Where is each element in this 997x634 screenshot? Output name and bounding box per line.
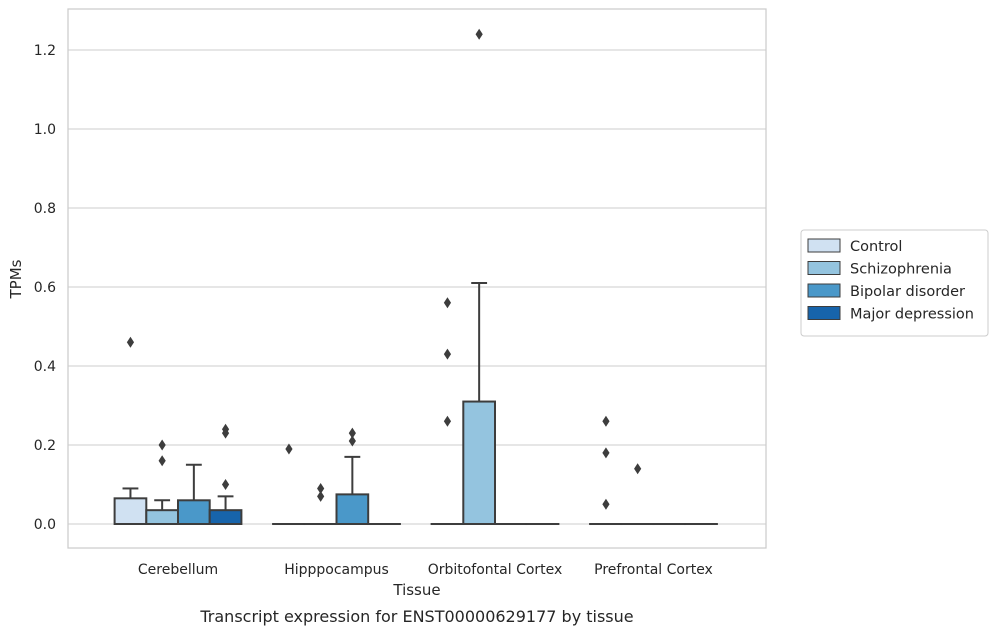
box-body: [335, 493, 370, 525]
outlier-point: [317, 482, 325, 494]
x-axis-label: Tissue: [392, 581, 440, 599]
box-group: [462, 28, 496, 525]
outlier-point: [158, 455, 166, 467]
y-tick-label: 0.6: [34, 280, 56, 296]
outlier-point: [285, 443, 293, 455]
box-group: [272, 443, 306, 526]
x-tick-label: Prefrontal Cortex: [594, 562, 713, 578]
y-tick-label: 1.0: [34, 122, 56, 138]
plot-background: [68, 9, 766, 548]
outlier-point: [221, 479, 230, 490]
outlier-point: [443, 348, 452, 360]
box-group: [145, 439, 180, 525]
outlier-point: [602, 498, 610, 510]
outlier-point: [602, 447, 610, 459]
outlier-point: [317, 490, 325, 502]
box-body: [208, 509, 243, 525]
outlier-point: [634, 463, 642, 475]
legend-swatch: [807, 261, 841, 275]
x-tick-label: Orbitofontal Cortex: [428, 562, 563, 578]
y-tick-label: 0.0: [34, 517, 56, 533]
outlier-point: [348, 435, 356, 447]
outlier-point: [158, 439, 166, 451]
x-tick-labels: Cerebellum Hipppocampus Orbitofontal Corte…: [138, 562, 713, 578]
box-body: [113, 497, 148, 526]
plot-frame: [67, 8, 767, 549]
y-tick-label: 1.2: [34, 43, 56, 59]
legend-label: Bipolar disorder: [850, 284, 965, 300]
box-group: [208, 423, 243, 525]
x-tick-label: Hipppocampus: [284, 562, 389, 578]
legend-label: Major depression: [850, 307, 974, 323]
box-group: [589, 415, 623, 526]
legend-swatch: [807, 238, 841, 253]
box-group: [335, 427, 370, 525]
x-tick-label: Cerebellum: [138, 562, 218, 578]
legend-swatch: [807, 306, 841, 320]
outlier-point: [443, 297, 452, 309]
outlier-point: [221, 427, 230, 439]
outlier-point: [602, 415, 610, 427]
box-marks: [113, 28, 718, 526]
chart-caption: Transcript expression for ENST0000062917…: [199, 607, 633, 626]
y-gridlines: [68, 49, 766, 525]
legend-frame: [800, 229, 989, 337]
y-tick-label: 0.4: [34, 359, 56, 375]
legend: Control Schizophrenia Bipolar disorder Majo…: [800, 229, 989, 337]
y-tick-labels: 0.0 0.2 0.4 0.6 0.8 1.0 1.2: [34, 43, 56, 533]
outlier-point: [348, 427, 356, 439]
legend-label: Control: [850, 239, 902, 255]
y-tick-label: 0.8: [34, 201, 56, 217]
legend-swatch: [807, 283, 841, 298]
y-tick-label: 0.2: [34, 438, 56, 454]
y-axis-label: TPMs: [7, 259, 25, 299]
outlier-point: [126, 336, 135, 348]
box-body: [145, 509, 180, 525]
outlier-point: [443, 415, 452, 427]
legend-label: Schizophrenia: [850, 262, 952, 278]
box-body: [177, 499, 211, 525]
outlier-point: [475, 28, 483, 40]
box-body: [462, 400, 496, 525]
